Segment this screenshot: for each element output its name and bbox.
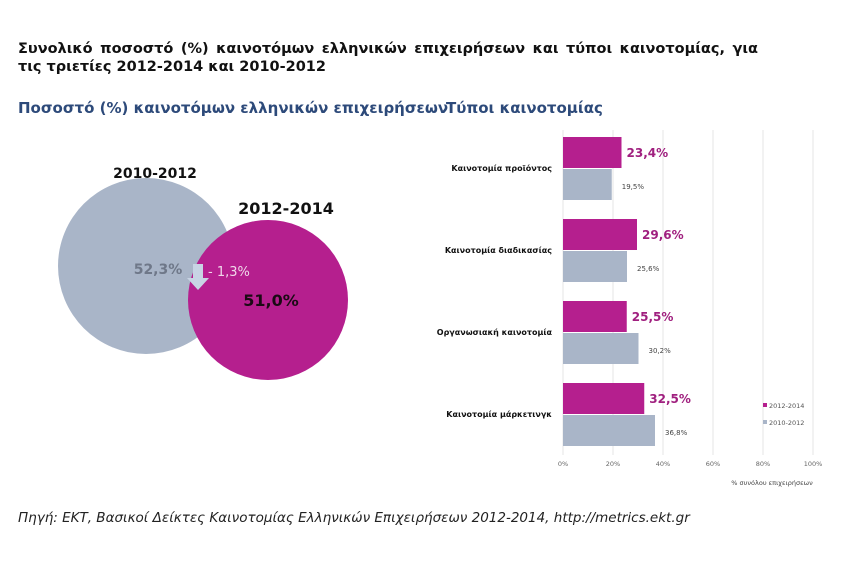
bar-2012-2014 <box>563 137 622 168</box>
x-axis-label: % συνόλου επιχειρήσεων <box>731 479 813 487</box>
bar-2010-2012 <box>563 251 627 282</box>
x-tick-label: 40% <box>656 460 670 468</box>
data-label: 32,5% <box>649 392 691 406</box>
bar-2012-2014 <box>563 219 637 250</box>
category-label: Καινοτομία μάρκετινγκ <box>446 409 552 419</box>
category-label: Καινοτομία προϊόντος <box>451 163 552 173</box>
legend: 2012-2014 2010-2012 <box>763 402 804 427</box>
data-label: 36,8% <box>665 429 688 437</box>
page-title: Συνολικό ποσοστό (%) καινοτόμων ελληνικώ… <box>18 41 758 75</box>
x-tick-label: 80% <box>756 460 770 468</box>
x-tick-label: 20% <box>606 460 620 468</box>
legend-label-2010-2012: 2010-2012 <box>769 419 804 427</box>
bar-2012-2014 <box>563 301 627 332</box>
value-2010-2012: 52,3% <box>134 262 183 278</box>
change-label: - 1,3% <box>208 265 250 280</box>
data-label: 25,5% <box>632 310 674 324</box>
x-tick-label: 100% <box>804 460 823 468</box>
legend-swatch-2010-2012 <box>763 420 767 424</box>
bar-chart-title: Τύποι καινοτομίας <box>446 99 603 117</box>
bar-2010-2012 <box>563 415 655 446</box>
label-2010-2012: 2010-2012 <box>113 166 197 182</box>
category-label: Οργανωσιακή καινοτομία <box>437 327 553 337</box>
data-label: 25,6% <box>637 265 660 273</box>
bar-2012-2014 <box>563 383 645 414</box>
circle-2012-2014 <box>188 220 348 380</box>
source-note: Πηγή: ΕΚΤ, Βασικοί Δείκτες Καινοτομίας Ε… <box>18 510 690 526</box>
bar-2010-2012 <box>563 169 612 200</box>
bar-2010-2012 <box>563 333 639 364</box>
legend-label-2012-2014: 2012-2014 <box>769 402 804 410</box>
data-label: 29,6% <box>642 228 684 242</box>
data-label: 19,5% <box>622 183 645 191</box>
down-arrow-icon <box>187 264 209 290</box>
data-label: 30,2% <box>649 347 672 355</box>
x-tick-label: 0% <box>558 460 568 468</box>
venn-title: Ποσοστό (%) καινοτόμων ελληνικών επιχειρ… <box>18 99 449 117</box>
value-2012-2014: 51,0% <box>243 291 299 310</box>
category-label: Καινοτομία διαδικασίας <box>445 245 552 255</box>
x-tick-label: 60% <box>706 460 720 468</box>
legend-swatch-2012-2014 <box>763 403 767 407</box>
label-2012-2014: 2012-2014 <box>238 199 334 218</box>
data-label: 23,4% <box>627 146 669 160</box>
